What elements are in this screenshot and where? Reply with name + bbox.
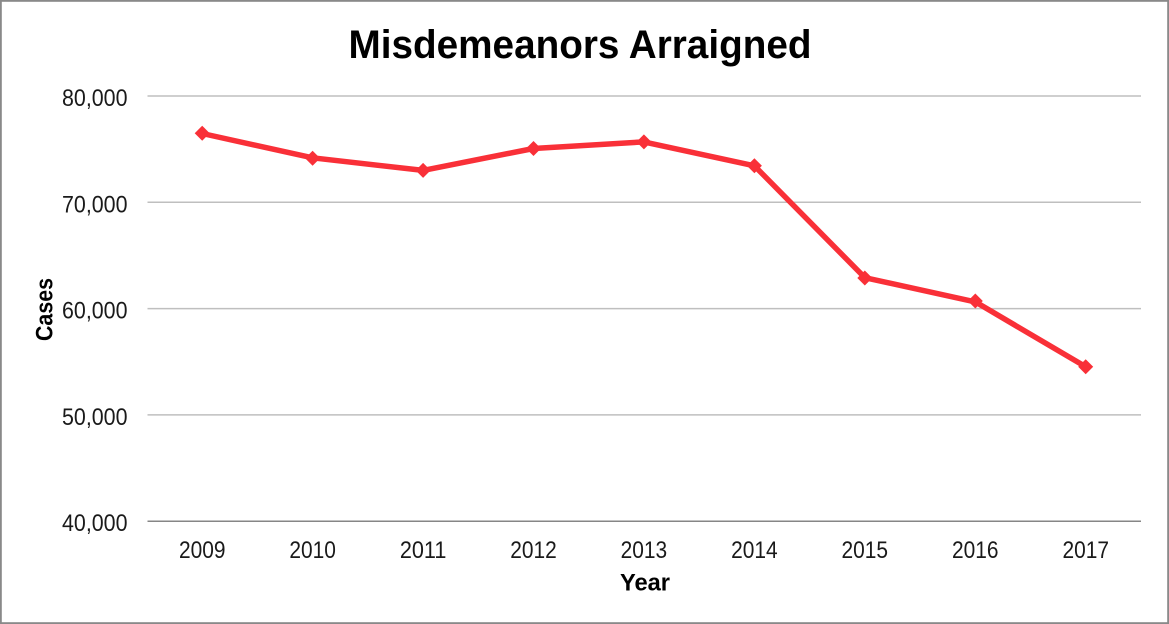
svg-text:80,000: 80,000 bbox=[62, 85, 128, 112]
svg-text:2014: 2014 bbox=[731, 537, 778, 564]
svg-text:2016: 2016 bbox=[952, 537, 999, 564]
svg-text:2015: 2015 bbox=[842, 537, 889, 564]
svg-text:50,000: 50,000 bbox=[62, 404, 128, 431]
svg-text:70,000: 70,000 bbox=[62, 191, 128, 218]
svg-text:Cases: Cases bbox=[32, 278, 59, 341]
svg-text:2009: 2009 bbox=[179, 537, 226, 564]
svg-text:Year: Year bbox=[620, 569, 670, 596]
svg-text:2013: 2013 bbox=[621, 537, 668, 564]
svg-text:40,000: 40,000 bbox=[62, 510, 128, 537]
svg-text:Misdemeanors Arraigned: Misdemeanors Arraigned bbox=[349, 23, 812, 67]
svg-text:2012: 2012 bbox=[510, 537, 557, 564]
svg-text:2010: 2010 bbox=[289, 537, 336, 564]
svg-text:2011: 2011 bbox=[400, 537, 447, 564]
svg-text:2017: 2017 bbox=[1062, 537, 1109, 564]
svg-text:60,000: 60,000 bbox=[62, 298, 128, 325]
